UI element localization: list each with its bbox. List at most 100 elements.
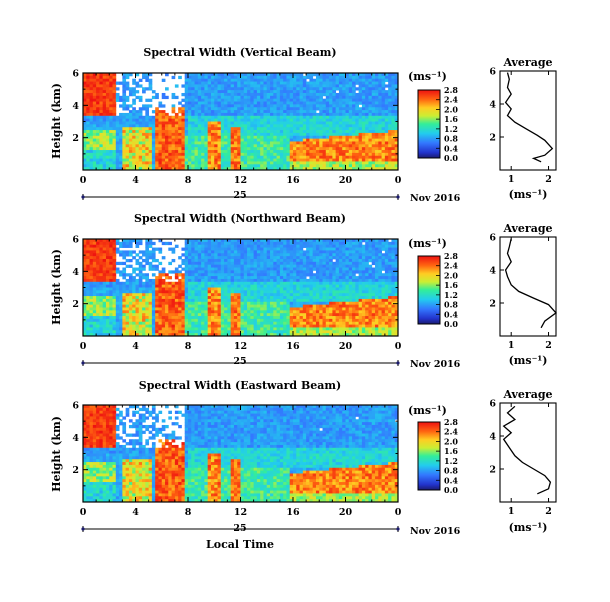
- panel-1-cell: [90, 159, 94, 162]
- panel-1-cell: [201, 113, 205, 116]
- panel-1-cell: [250, 90, 254, 93]
- panel-2-cell: [119, 302, 123, 305]
- panel-1-cell: [185, 141, 189, 144]
- panel-1-cell: [241, 127, 245, 130]
- panel-1-cell: [188, 122, 192, 125]
- panel-1-cell: [378, 119, 382, 122]
- panel-2-cell: [165, 290, 169, 293]
- panel-1-cell: [106, 96, 110, 99]
- panel-2-cell: [247, 299, 251, 302]
- panel-2-cell: [254, 327, 258, 330]
- panel-1-cell: [122, 133, 126, 136]
- panel-1-cell: [162, 116, 166, 119]
- panel-1-cell: [270, 93, 274, 96]
- panel-1-cell: [316, 87, 320, 90]
- panel-2-cell: [129, 250, 133, 253]
- panel-1-cell: [368, 113, 372, 116]
- panel-2-cell: [234, 290, 238, 293]
- panel-2-cell: [109, 259, 113, 262]
- panel-1-cell: [181, 84, 185, 87]
- panel-2-cell: [185, 296, 189, 299]
- panel-1-cell: [254, 147, 258, 150]
- panel-1-cell: [280, 133, 284, 136]
- panel-2-cell: [195, 302, 199, 305]
- panel-1-cell: [152, 116, 156, 119]
- panel-1-cell: [342, 113, 346, 116]
- panel-1-cell: [155, 110, 159, 113]
- panel-1-cell: [296, 161, 300, 164]
- panel-1-cell: [375, 139, 379, 142]
- panel-2-cell: [224, 270, 228, 273]
- panel-2-cell: [122, 307, 126, 310]
- panel-1-cell: [237, 87, 241, 90]
- panel-1-cell: [93, 139, 97, 142]
- panel-1-cell: [247, 87, 251, 90]
- panel-1-cell: [204, 76, 208, 79]
- panel-1-cell: [198, 79, 202, 82]
- panel-1-cell: [319, 164, 323, 167]
- panel-1-cell: [181, 122, 185, 125]
- panel-1-cell: [224, 99, 228, 102]
- panel-2-cell: [93, 276, 97, 279]
- panel-1-cell: [86, 116, 90, 119]
- panel-1-cell: [119, 82, 123, 85]
- panel-1-cell: [165, 127, 169, 130]
- panel-2-cell: [241, 322, 245, 325]
- panel-2-cell: [201, 273, 205, 276]
- panel-2-cell: [247, 282, 251, 285]
- panel-1-cell: [332, 127, 336, 130]
- panel-2-cell: [204, 262, 208, 265]
- panel-1-cell: [267, 122, 271, 125]
- panel-2-cell: [122, 268, 126, 271]
- panel-1-cell: [365, 102, 369, 105]
- panel-2-cell: [126, 322, 130, 325]
- panel-2-cell: [96, 330, 100, 333]
- panel-2-cell: [263, 279, 267, 282]
- panel-1-cell: [286, 164, 290, 167]
- panel-1-cell: [323, 110, 327, 113]
- panel-1-cell: [99, 119, 103, 122]
- panel-2-cell: [109, 327, 113, 330]
- panel-1-cell: [237, 133, 241, 136]
- panel-1-cell: [339, 93, 343, 96]
- panel-2-cell: [244, 327, 248, 330]
- panel-1-cell: [326, 93, 330, 96]
- panel-1-cell: [152, 90, 156, 93]
- panel-1-cell: [254, 119, 258, 122]
- panel-2-cell: [201, 316, 205, 319]
- panel-1-cell: [227, 93, 231, 96]
- panel-2-cell: [168, 316, 172, 319]
- panel-2-cell: [208, 302, 212, 305]
- panel-1-cell: [313, 127, 317, 130]
- panel-2-cell: [106, 293, 110, 296]
- panel-2-cell: [221, 290, 225, 293]
- panel-2-cell: [103, 245, 107, 248]
- panel-2-cell: [99, 262, 103, 265]
- panel-2-cell: [221, 259, 225, 262]
- panel-2-cell: [244, 293, 248, 296]
- panel-2-cell: [145, 313, 149, 316]
- panel-1-cell: [218, 84, 222, 87]
- panel-1-cell: [375, 156, 379, 159]
- panel-1-cell: [296, 102, 300, 105]
- panel-1-cell: [122, 93, 126, 96]
- panel-2-cell: [168, 242, 172, 245]
- panel-2-cell: [263, 302, 267, 305]
- panel-1-cell: [158, 113, 162, 116]
- panel-1-cell: [270, 107, 274, 110]
- panel-1-cell: [188, 161, 192, 164]
- panel-1-cell: [257, 156, 261, 159]
- panel-1-cell: [270, 133, 274, 136]
- panel-2-cell: [119, 305, 123, 308]
- panel-2-cell: [90, 248, 94, 251]
- panel-2-cell: [113, 242, 117, 245]
- panel-1-cell: [227, 104, 231, 107]
- panel-2-cell: [218, 250, 222, 253]
- panel-1-cell: [103, 119, 107, 122]
- panel-2-cell: [241, 296, 245, 299]
- panel-1-x-tick-label: 16: [286, 175, 300, 186]
- panel-1-cell: [286, 147, 290, 150]
- panel-2-cell: [106, 316, 110, 319]
- panel-2-cell: [175, 322, 179, 325]
- panel-1-cell: [309, 150, 313, 153]
